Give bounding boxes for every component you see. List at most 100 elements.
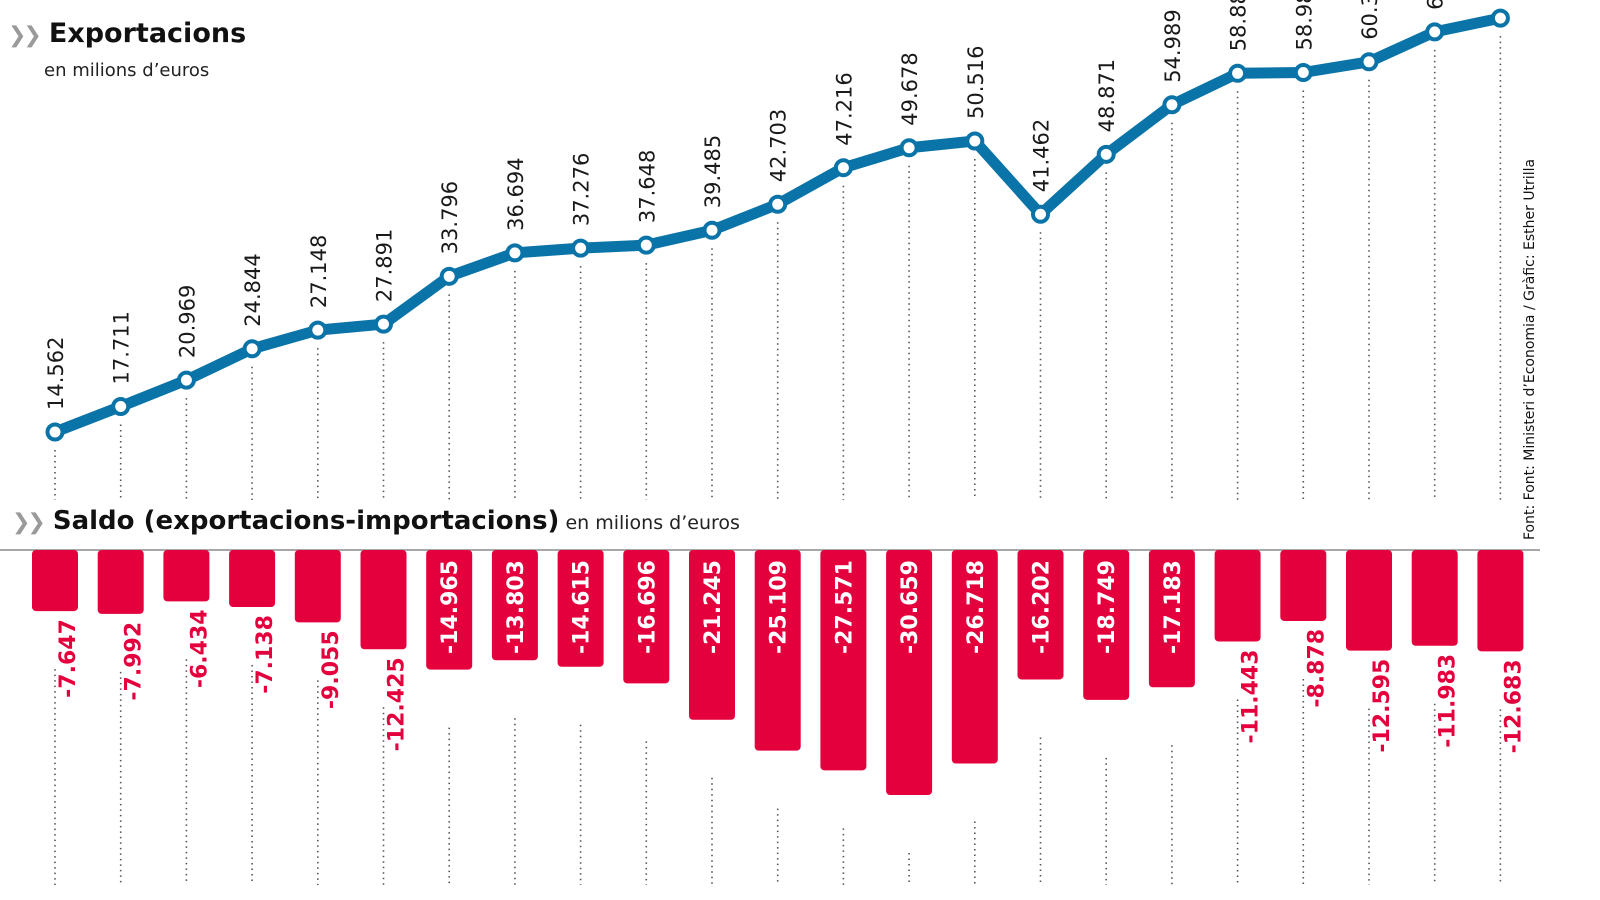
exports-point [1293, 62, 1313, 82]
balance-value-label: -27.571 [832, 560, 857, 654]
exports-point [1162, 95, 1182, 115]
exports-subtitle: en milions d’euros [44, 60, 210, 81]
exports-point [45, 422, 65, 442]
balance-bar [491, 550, 538, 661]
exports-point [374, 314, 393, 334]
exports-point [1096, 144, 1116, 164]
balance-bar-labels: -7.647 -7.992 -6.434 -7.138 -9.055 -12.425 -14… [56, 560, 1526, 753]
balance-value-label: -11.983 [1436, 654, 1461, 748]
vertical-guides [54, 36, 1502, 885]
exports-value-label: 14.562 [44, 337, 68, 410]
balance-bar [951, 550, 998, 764]
balance-value-label: -6.434 [187, 609, 212, 688]
exports-point [571, 238, 591, 258]
balance-bar [97, 550, 144, 614]
balance-bar [1280, 550, 1327, 621]
exports-point [1228, 63, 1248, 83]
balance-bar [1148, 550, 1195, 688]
balance-value-label: -18.749 [1095, 560, 1120, 654]
exports-value-label: 37.276 [570, 153, 594, 226]
exports-value-label: 41.462 [1030, 119, 1054, 192]
balance-value-label: -7.647 [56, 619, 81, 698]
exports-value-label: 48.871 [1095, 59, 1119, 132]
balance-value-label: -7.138 [253, 615, 278, 694]
balance-bar [557, 550, 604, 667]
balance-bar [1477, 550, 1524, 652]
balance-title: Saldo (exportacions-importacions) [52, 506, 560, 536]
balance-value-label: -21.245 [701, 560, 726, 654]
exports-point [242, 339, 262, 359]
balance-bar [32, 550, 78, 612]
exports-point [1490, 8, 1510, 28]
balance-bar [1017, 550, 1064, 680]
exports-line [45, 8, 1510, 442]
exports-value-label: 42.703 [767, 109, 791, 182]
exports-value-label: 27.891 [373, 229, 397, 302]
exports-point [768, 194, 788, 214]
exports-value-label: 37.648 [635, 150, 659, 223]
balance-value-label: -11.443 [1239, 649, 1264, 743]
balance-bar [820, 550, 867, 771]
exports-point [439, 266, 459, 286]
balance-subtitle: en milions d’euros [565, 512, 740, 534]
exports-value-label: 6 [1424, 0, 1448, 10]
balance-bar [623, 550, 670, 684]
exports-point [899, 138, 919, 158]
balance-value-label: -9.055 [319, 630, 344, 709]
balance-bars [32, 550, 1524, 795]
balance-value-label: -12.683 [1501, 659, 1526, 753]
exports-point [111, 397, 131, 417]
exports-point [1031, 204, 1050, 224]
exports-point [965, 131, 985, 151]
balance-value-label: -25.109 [767, 560, 792, 654]
balance-value-label: -12.595 [1370, 659, 1395, 753]
balance-value-label: -12.425 [385, 657, 410, 751]
exports-point [505, 243, 525, 263]
exports-value-label: 20.969 [175, 285, 199, 358]
balance-value-label: -17.183 [1161, 560, 1186, 654]
balance-bar [754, 550, 801, 751]
balance-bar [886, 550, 933, 795]
exports-value-label: 47.216 [832, 72, 856, 145]
exports-header: ❯❯ Exportacions [8, 18, 246, 49]
balance-bar [1083, 550, 1130, 700]
exports-value-label: 36.694 [504, 157, 528, 230]
balance-bar [1346, 550, 1392, 651]
exports-value-label: 24.844 [241, 253, 265, 326]
balance-bar [229, 550, 276, 608]
balance-value-label: -26.718 [964, 560, 989, 654]
balance-bar [1214, 550, 1261, 642]
exports-title: Exportacions [48, 18, 247, 49]
source-credit: Font: Font: Ministeri d’Economia / Gràfi… [1522, 158, 1538, 540]
exports-point [1425, 22, 1445, 42]
exports-value-label: 58.98 [1292, 0, 1316, 50]
exports-value-label: 27.148 [307, 235, 331, 308]
exports-value-label: 50.516 [964, 46, 988, 119]
balance-value-label: -14.615 [570, 560, 595, 654]
balance-bar [1411, 550, 1458, 646]
balance-bar [294, 550, 341, 623]
exports-point-labels: 14.562 17.711 20.969 24.844 27.148 27.891 33.7… [44, 0, 1448, 410]
exports-series-line [49, 12, 1506, 438]
exports-value-label: 60.3 [1358, 0, 1382, 40]
exports-value-label: 39.485 [701, 135, 725, 208]
balance-bar [689, 550, 735, 720]
chevron-double-right-icon: ❯❯ [8, 23, 42, 48]
exports-value-label: 17.711 [110, 311, 134, 384]
exports-value-label: 49.678 [898, 52, 922, 125]
exports-point [636, 235, 656, 255]
exports-point [308, 320, 328, 340]
balance-value-label: -14.965 [438, 560, 463, 654]
chevron-double-right-icon: ❯❯ [12, 510, 46, 535]
exports-value-label: 58.88 [1227, 0, 1251, 51]
balance-value-label: -30.659 [898, 560, 923, 654]
balance-value-label: -13.803 [504, 560, 529, 654]
balance-bar [163, 550, 210, 602]
balance-value-label: -16.202 [1030, 560, 1055, 654]
balance-bar [426, 550, 473, 670]
exports-value-label: 33.796 [438, 181, 462, 254]
balance-value-label: -16.696 [635, 560, 660, 654]
balance-bar [360, 550, 407, 650]
balance-header: ❯❯ Saldo (exportacions-importacions) en … [12, 506, 740, 536]
